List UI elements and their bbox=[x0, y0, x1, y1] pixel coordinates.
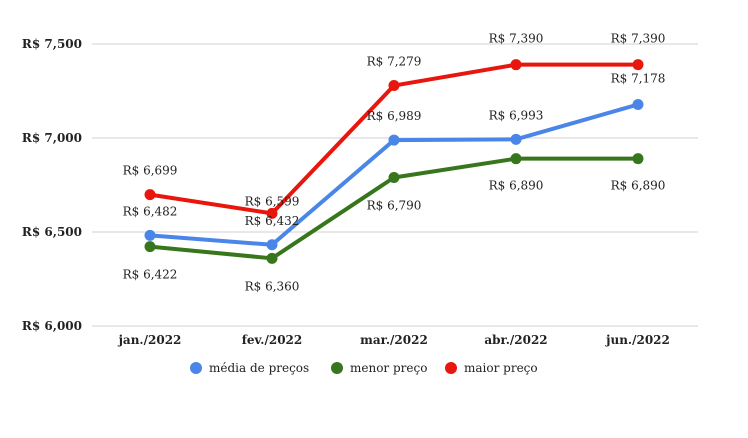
data-point bbox=[510, 59, 522, 71]
y-tick-label: R$ 6,000 bbox=[22, 319, 82, 333]
data-label: R$ 6,432 bbox=[245, 214, 300, 228]
legend-marker bbox=[331, 362, 343, 374]
data-label: R$ 7,178 bbox=[611, 72, 666, 86]
legend-item: média de preços bbox=[190, 361, 309, 375]
data-label: R$ 6,699 bbox=[123, 164, 178, 178]
data-point bbox=[510, 133, 522, 145]
series-menor-preço bbox=[144, 153, 644, 264]
data-point bbox=[388, 134, 400, 146]
x-tick-label: jan./2022 bbox=[118, 333, 182, 347]
series-média-de-preços bbox=[144, 99, 644, 251]
data-label: R$ 6,989 bbox=[367, 109, 422, 123]
data-label: R$ 6,360 bbox=[245, 279, 300, 293]
y-tick-label: R$ 7,000 bbox=[22, 131, 82, 145]
data-point bbox=[144, 241, 156, 253]
data-label: R$ 6,890 bbox=[611, 179, 666, 193]
data-point bbox=[510, 153, 522, 165]
y-tick-label: R$ 6,500 bbox=[22, 225, 82, 239]
data-point bbox=[388, 80, 400, 92]
y-axis-tick-labels: R$ 6,000 R$ 6,500 R$ 7,000 R$ 7,500 bbox=[22, 37, 82, 333]
data-label: R$ 6,890 bbox=[489, 179, 544, 193]
y-tick-label: R$ 7,500 bbox=[22, 37, 82, 51]
legend-label: maior preço bbox=[464, 361, 538, 375]
series-maior-preço bbox=[144, 59, 644, 219]
legend-label: menor preço bbox=[350, 361, 427, 375]
data-point bbox=[388, 171, 400, 183]
data-point bbox=[266, 239, 278, 251]
legend-item: maior preço bbox=[445, 361, 538, 375]
data-label: R$ 6,482 bbox=[123, 204, 178, 218]
legend-label: média de preços bbox=[209, 361, 309, 375]
x-tick-label: jun./2022 bbox=[605, 333, 670, 347]
data-point bbox=[632, 99, 644, 111]
data-label: R$ 7,390 bbox=[611, 32, 666, 46]
series-lines bbox=[144, 59, 644, 264]
data-point bbox=[266, 252, 278, 264]
x-axis-tick-labels: jan./2022 fev./2022 mar./2022 abr./2022 jun.… bbox=[118, 333, 670, 347]
data-label: R$ 7,390 bbox=[489, 32, 544, 46]
legend-item: menor preço bbox=[331, 361, 427, 375]
legend: média de preços menor preço maior preço bbox=[190, 361, 538, 375]
data-point bbox=[632, 153, 644, 165]
x-tick-label: fev./2022 bbox=[242, 333, 303, 347]
data-point bbox=[632, 59, 644, 71]
data-labels: R$ 6,482 R$ 6,432 R$ 6,989 R$ 6,993 R$ 7,178… bbox=[123, 32, 666, 294]
data-label: R$ 6,790 bbox=[367, 198, 422, 212]
data-label: R$ 6,599 bbox=[245, 194, 300, 208]
data-point bbox=[266, 207, 278, 219]
data-label: R$ 6,993 bbox=[489, 108, 544, 122]
data-point bbox=[144, 229, 156, 241]
legend-marker bbox=[445, 362, 457, 374]
x-tick-label: mar./2022 bbox=[360, 333, 428, 347]
legend-marker bbox=[190, 362, 202, 374]
x-tick-label: abr./2022 bbox=[484, 333, 547, 347]
data-label: R$ 6,422 bbox=[123, 268, 178, 282]
data-label: R$ 7,279 bbox=[367, 55, 422, 69]
data-point bbox=[144, 189, 156, 201]
